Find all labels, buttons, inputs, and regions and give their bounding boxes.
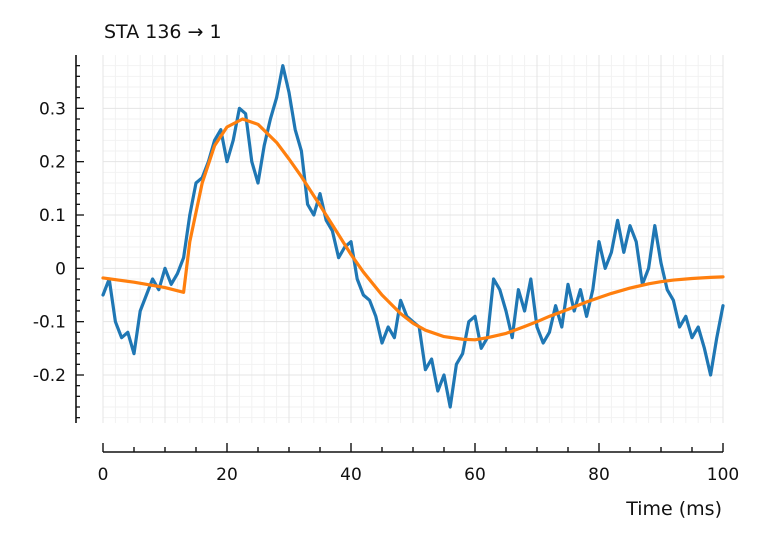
y-tick-label: 0.2 (39, 153, 66, 173)
y-tick-label: 0 (55, 259, 66, 279)
grid-layer (102, 55, 724, 423)
series-layer (101, 64, 725, 409)
y-tick-label: -0.1 (33, 313, 66, 333)
x-tick-label: 20 (216, 465, 238, 485)
y-tick-label: 0.1 (39, 206, 66, 226)
x-tick-label: 60 (464, 465, 486, 485)
x-tick-label: 80 (588, 465, 610, 485)
x-tick-label: 0 (98, 465, 109, 485)
x-axis-title: Time (ms) (625, 498, 722, 520)
fit-curve-line (101, 117, 725, 342)
tick-label-layer: 0 20 40 60 80 100 -0.2 -0.1 0 0.1 0.2 0.3 (33, 99, 739, 485)
y-tick-label: -0.2 (33, 366, 66, 386)
chart-title: STA 136 → 1 (104, 21, 222, 43)
y-tick-label: 0.3 (39, 99, 66, 119)
x-tick-label: 40 (340, 465, 362, 485)
axes-layer (75, 55, 724, 453)
x-tick-label: 100 (707, 465, 739, 485)
